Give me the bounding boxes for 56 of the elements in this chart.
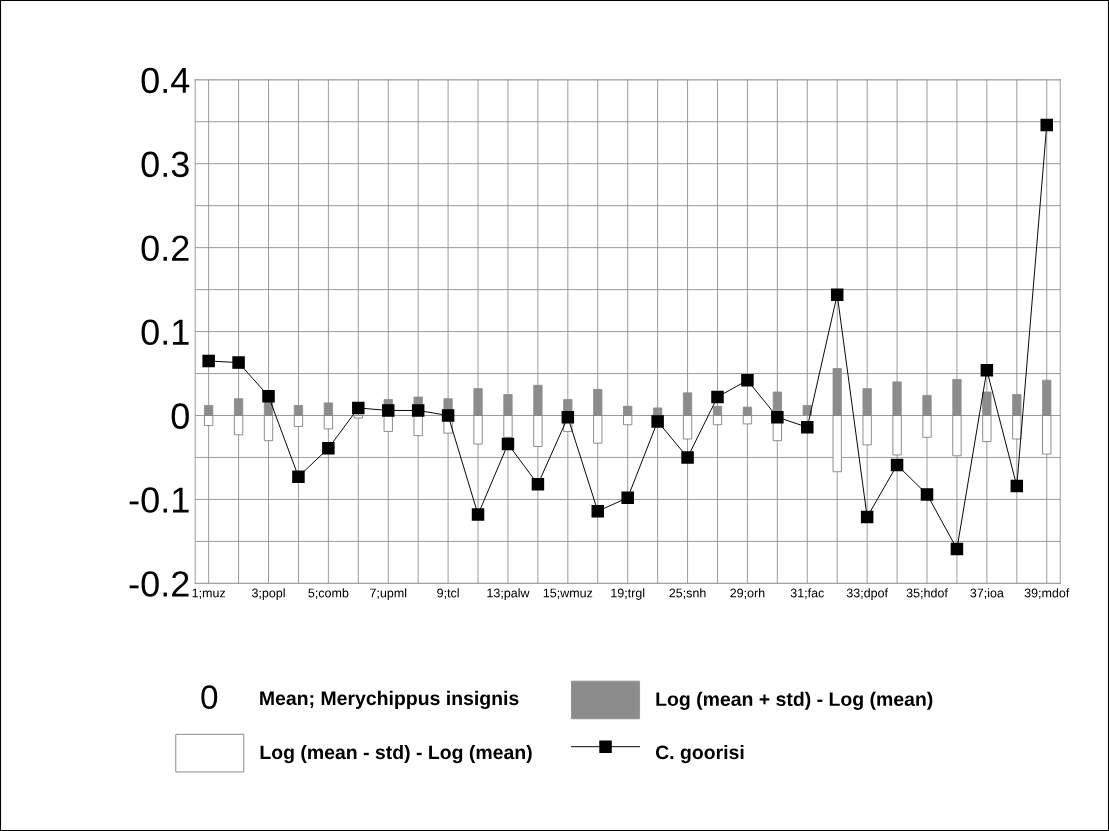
point xyxy=(681,451,694,464)
point xyxy=(741,373,754,387)
x-tick-label: 9;tcl xyxy=(437,588,459,599)
point xyxy=(801,420,814,434)
legend-label: Log (mean - std) - Log (mean) xyxy=(260,744,532,764)
x-tick-label: 3;popl xyxy=(251,588,285,600)
point xyxy=(711,390,724,404)
x-tick-label: 33;dpof xyxy=(846,588,889,600)
y-tick-label: 0 xyxy=(171,403,189,429)
point xyxy=(292,470,305,484)
point xyxy=(830,288,844,301)
point xyxy=(202,354,215,368)
point xyxy=(920,488,934,501)
point xyxy=(950,542,964,556)
point xyxy=(890,458,904,472)
x-tick-label: 1;muz xyxy=(192,588,226,599)
x-tick-label: 31;fac xyxy=(790,588,824,599)
point xyxy=(561,410,575,424)
y-tick-label: 0.1 xyxy=(141,319,189,346)
point xyxy=(621,491,634,505)
y-tick-label: -0.2 xyxy=(129,571,189,597)
point xyxy=(771,410,784,424)
x-tick-label: 7;upml xyxy=(370,588,407,600)
point xyxy=(651,415,664,428)
x-tick-label: 35;hdof xyxy=(906,588,948,599)
point xyxy=(591,504,605,518)
x-tick-label: 29;orh xyxy=(730,588,765,599)
point xyxy=(1010,479,1024,493)
point xyxy=(381,404,395,417)
point xyxy=(980,363,994,377)
legend-label: Log (mean + std) - Log (mean) xyxy=(656,691,933,710)
point xyxy=(501,437,515,451)
y-tick-label: -0.1 xyxy=(129,487,189,513)
point xyxy=(262,389,275,403)
point xyxy=(860,510,874,524)
text: Mean; Merychippus insignis xyxy=(260,690,519,710)
y-tick-label: 0.3 xyxy=(141,151,189,178)
y-tick-label: 0.4 xyxy=(141,67,190,94)
x-tick-label: 19;trgl xyxy=(611,588,645,600)
point xyxy=(411,404,425,417)
text: 0 xyxy=(201,685,218,709)
x-tick-label: 37;ioa xyxy=(970,588,1004,599)
x-tick-label: 15;wmuz xyxy=(543,588,593,599)
point xyxy=(352,401,365,415)
x-tick-label: 5;comb xyxy=(308,588,349,599)
legend-label: C. goorisi xyxy=(655,744,744,764)
x-tick-label: 25;snh xyxy=(669,588,706,599)
point xyxy=(531,478,545,491)
y-tick-label: 0.2 xyxy=(141,235,189,262)
point xyxy=(232,356,245,369)
point xyxy=(1040,118,1053,132)
point xyxy=(322,441,335,455)
point xyxy=(441,409,455,422)
point xyxy=(471,508,485,521)
x-tick-label: 39;mdof xyxy=(1024,588,1070,599)
x-tick-label: 13;palw xyxy=(487,588,530,600)
